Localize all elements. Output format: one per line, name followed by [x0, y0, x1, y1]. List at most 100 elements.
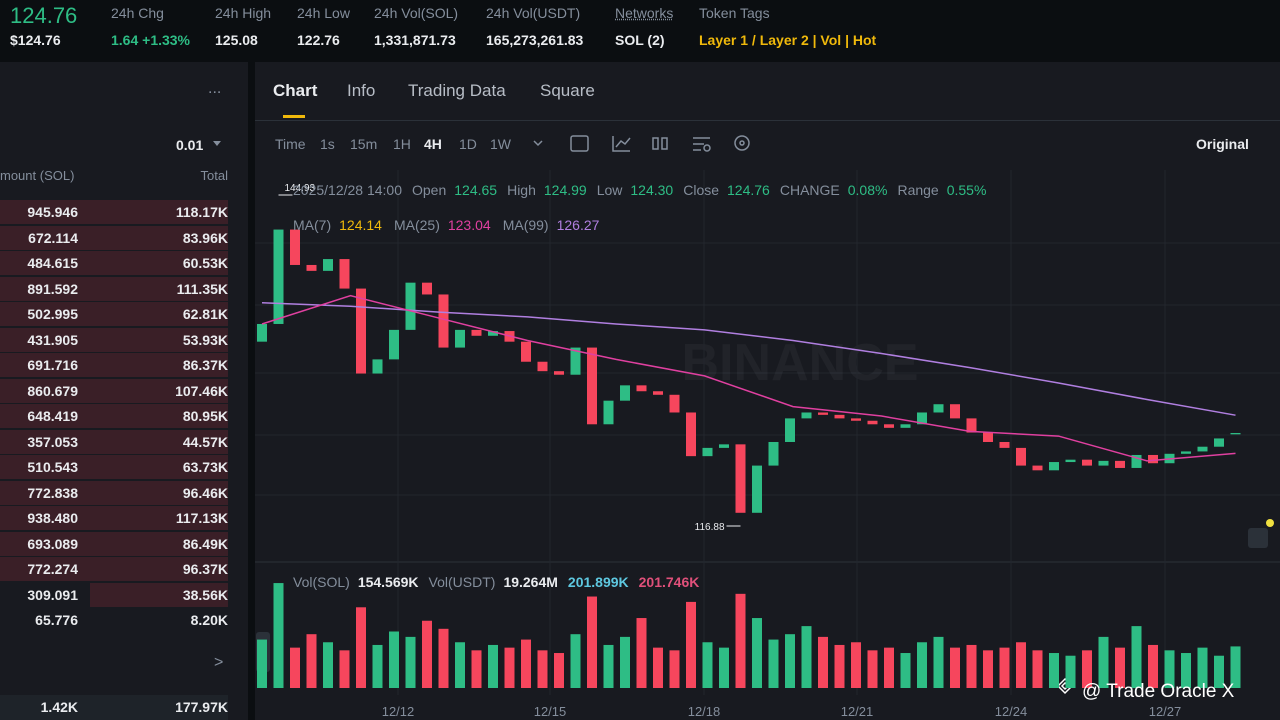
candle — [768, 441, 779, 466]
volume-bar — [752, 618, 762, 688]
ma-value: 124.14 — [339, 217, 382, 233]
volume-bar — [1214, 655, 1224, 688]
interval[interactable]: Time — [275, 136, 306, 152]
interval[interactable]: 4H — [424, 136, 442, 152]
volume-bar — [1131, 626, 1142, 688]
ohlc-label: Range — [897, 182, 939, 198]
ask-amount: 309.091 — [27, 586, 78, 603]
precision[interactable]: 0.01 — [176, 137, 204, 153]
vol-value: 201.899K — [567, 574, 629, 590]
ask-total: 38.56K — [182, 586, 228, 603]
icon — [734, 135, 750, 151]
candle — [521, 341, 531, 362]
volume-bar — [1082, 650, 1092, 688]
volume-bar — [1197, 647, 1208, 688]
candle — [900, 424, 911, 428]
ask-amount: 510.543 — [27, 459, 78, 475]
candle — [801, 412, 812, 419]
volume-bar — [636, 618, 647, 688]
candle — [884, 424, 894, 428]
icon — [693, 137, 710, 151]
ma-value: 123.04 — [447, 217, 491, 233]
stat-value: 1.64 +1.33% — [111, 32, 191, 48]
candle — [834, 414, 845, 419]
volume-bar — [1230, 646, 1241, 688]
volume-bar — [356, 607, 366, 688]
candle — [1197, 446, 1208, 452]
footer-right: 177.97K — [175, 699, 228, 715]
tab[interactable]: Chart — [273, 81, 318, 100]
candle — [785, 418, 795, 442]
candle — [702, 447, 713, 457]
volume-bar — [570, 634, 581, 688]
candle — [257, 323, 267, 342]
interval[interactable]: 1H — [393, 136, 411, 152]
depth-bar — [0, 302, 228, 326]
more-button[interactable]: ... — [208, 80, 222, 97]
stat-label: 24h Vol(SOL) — [374, 5, 459, 21]
price-usd: $124.76 — [10, 32, 61, 48]
candle — [554, 371, 564, 375]
volume-bar — [521, 639, 531, 688]
interval[interactable]: 1W — [490, 136, 511, 152]
depth-bar — [0, 327, 228, 352]
stat-value: 122.76 — [297, 32, 340, 48]
side-button[interactable] — [1248, 528, 1268, 548]
logo-watermark: BINANCE — [682, 334, 919, 392]
high-label: 144.93 — [285, 183, 316, 194]
expand[interactable]: > — [214, 654, 224, 671]
volume-bar — [257, 639, 267, 688]
interval[interactable]: 15m — [350, 136, 378, 152]
volume-bar — [1065, 655, 1076, 688]
interval[interactable]: 1D — [459, 136, 477, 152]
x-tick-label: 12/18 — [688, 704, 721, 719]
candle — [422, 282, 432, 295]
stat-value: SOL (2) — [615, 32, 665, 48]
depth-bar — [0, 455, 228, 479]
tab[interactable]: Trading Data — [408, 81, 506, 100]
tab[interactable]: Info — [347, 81, 376, 100]
low-label: 116.88 — [695, 522, 725, 533]
ask-amount: 691.716 — [27, 357, 78, 373]
ask-total: 96.46K — [182, 484, 228, 501]
candle — [323, 259, 333, 271]
ask-total: 83.96K — [182, 229, 228, 246]
icon — [570, 135, 589, 152]
ask-total: 53.93K — [182, 331, 228, 348]
ask-total: 80.95K — [182, 408, 228, 424]
depth-bar — [0, 200, 228, 224]
ask-amount: 648.419 — [27, 408, 78, 424]
ask-amount: 945.946 — [27, 204, 78, 220]
candle — [620, 385, 630, 401]
ma-label: MA(7) — [293, 217, 332, 233]
interval[interactable]: 1s — [320, 136, 335, 152]
volume-bar — [999, 647, 1010, 688]
volume-bar — [686, 601, 696, 688]
volume-bar — [1164, 650, 1175, 688]
volume-bar — [867, 650, 878, 688]
volume-bar — [405, 636, 416, 688]
volume-bar — [587, 596, 597, 688]
ask-amount: 938.480 — [27, 510, 78, 526]
stat-label: 24h Low — [297, 5, 350, 21]
volume-bar — [603, 644, 614, 688]
ma-label: MA(25) — [393, 217, 440, 233]
ask-total: 60.53K — [182, 255, 228, 271]
x-tick-label: 12/15 — [534, 704, 567, 719]
watermark: @ Trade Oracle X — [1082, 681, 1235, 702]
ma-label: MA(99) — [502, 217, 549, 233]
ask-amount: 672.114 — [28, 229, 78, 246]
stat-label: 24h Chg — [111, 5, 164, 21]
depth-bar — [0, 378, 228, 403]
candle — [1016, 447, 1026, 466]
candle — [537, 361, 548, 372]
volume-bar — [471, 650, 482, 688]
ma-value: 126.27 — [556, 217, 600, 233]
ask-total: 117.13K — [175, 510, 228, 526]
ohlc-value: 0.55% — [946, 182, 987, 198]
tab[interactable]: Square — [540, 81, 595, 100]
volume-bar — [933, 636, 944, 688]
view-original[interactable]: Original — [1196, 136, 1249, 152]
volume-bar — [1098, 636, 1109, 688]
